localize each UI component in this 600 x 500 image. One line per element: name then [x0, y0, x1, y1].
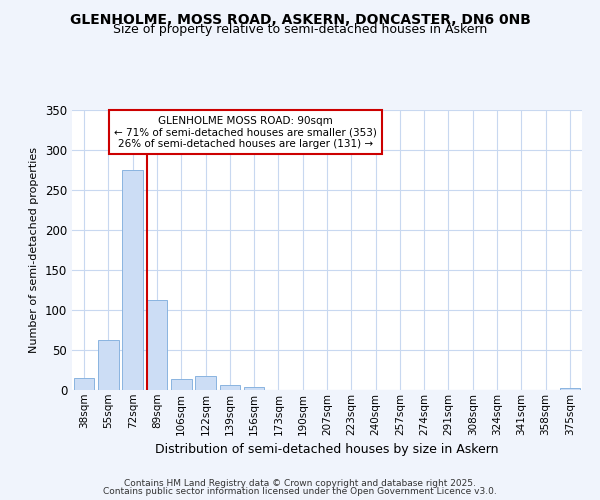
Y-axis label: Number of semi-detached properties: Number of semi-detached properties [29, 147, 40, 353]
Bar [244, 387, 265, 390]
Text: Contains HM Land Registry data © Crown copyright and database right 2025.: Contains HM Land Registry data © Crown c… [124, 478, 476, 488]
Bar [146, 300, 167, 390]
Text: Size of property relative to semi-detached houses in Askern: Size of property relative to semi-detach… [113, 22, 487, 36]
Bar [560, 388, 580, 390]
Bar [171, 379, 191, 390]
Bar [195, 376, 216, 390]
Text: GLENHOLME, MOSS ROAD, ASKERN, DONCASTER, DN6 0NB: GLENHOLME, MOSS ROAD, ASKERN, DONCASTER,… [70, 12, 530, 26]
Text: GLENHOLME MOSS ROAD: 90sqm
← 71% of semi-detached houses are smaller (353)
26% o: GLENHOLME MOSS ROAD: 90sqm ← 71% of semi… [114, 116, 377, 149]
Bar [122, 170, 143, 390]
X-axis label: Distribution of semi-detached houses by size in Askern: Distribution of semi-detached houses by … [155, 443, 499, 456]
Text: Contains public sector information licensed under the Open Government Licence v3: Contains public sector information licen… [103, 487, 497, 496]
Bar [74, 378, 94, 390]
Bar [98, 340, 119, 390]
Bar [220, 385, 240, 390]
